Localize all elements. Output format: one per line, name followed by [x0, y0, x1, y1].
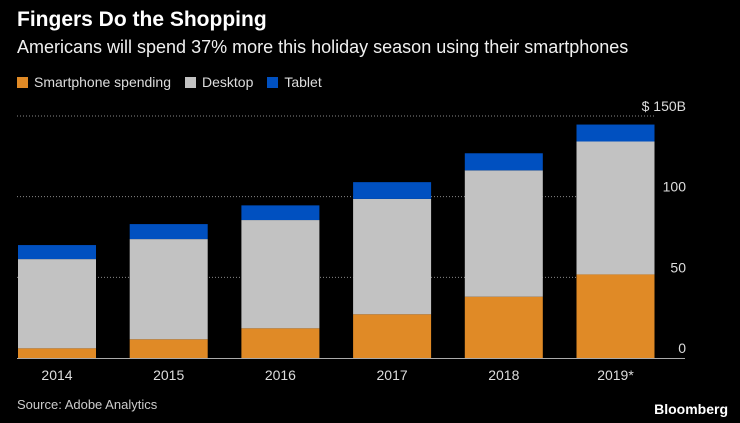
bloomberg-logo: Bloomberg	[654, 401, 728, 417]
x-tick-label: 2019*	[597, 367, 634, 383]
bar-desktop	[464, 170, 543, 297]
bar-desktop	[241, 220, 320, 329]
y-tick-label: $ 150B	[642, 98, 686, 114]
bar-desktop	[18, 259, 96, 349]
legend-swatch	[185, 76, 196, 88]
bar-tablet	[576, 124, 655, 142]
x-tick-label: 2016	[265, 367, 296, 383]
legend-label: Desktop	[202, 74, 254, 90]
bar-smartphone-spending	[18, 348, 96, 358]
chart-title: Fingers Do the Shopping	[17, 8, 267, 31]
legend-label: Smartphone spending	[34, 74, 171, 90]
bar-tablet	[464, 153, 543, 171]
bar-tablet	[129, 224, 208, 240]
x-tick-label: 2014	[41, 367, 72, 383]
y-tick-label: 0	[678, 340, 686, 356]
bar-smartphone-spending	[353, 314, 432, 358]
x-tick-label: 2018	[488, 367, 519, 383]
bar-smartphone-spending	[129, 339, 208, 358]
legend-item-smartphone: Smartphone spending	[17, 74, 171, 90]
bar-tablet	[353, 182, 432, 199]
chart-subtitle: Americans will spend 37% more this holid…	[17, 37, 629, 57]
x-tick-label: 2017	[377, 367, 408, 383]
source-note: Source: Adobe Analytics	[17, 397, 158, 412]
bar-smartphone-spending	[576, 274, 655, 358]
legend: Smartphone spending Desktop Tablet	[17, 74, 322, 90]
bar-tablet	[241, 205, 320, 221]
legend-item-desktop: Desktop	[185, 74, 253, 90]
bar-smartphone-spending	[464, 296, 543, 358]
bar-desktop	[576, 141, 655, 275]
y-tick-label: 100	[663, 179, 687, 195]
legend-label: Tablet	[284, 74, 322, 90]
bar-desktop	[129, 239, 208, 340]
x-tick-label: 2015	[153, 367, 184, 383]
legend-swatch	[267, 76, 279, 88]
y-tick-label: 50	[670, 259, 686, 275]
bar-tablet	[18, 245, 96, 260]
legend-item-tablet: Tablet	[267, 74, 322, 90]
bar-desktop	[353, 198, 432, 315]
bar-smartphone-spending	[241, 328, 320, 358]
legend-swatch	[17, 76, 28, 88]
